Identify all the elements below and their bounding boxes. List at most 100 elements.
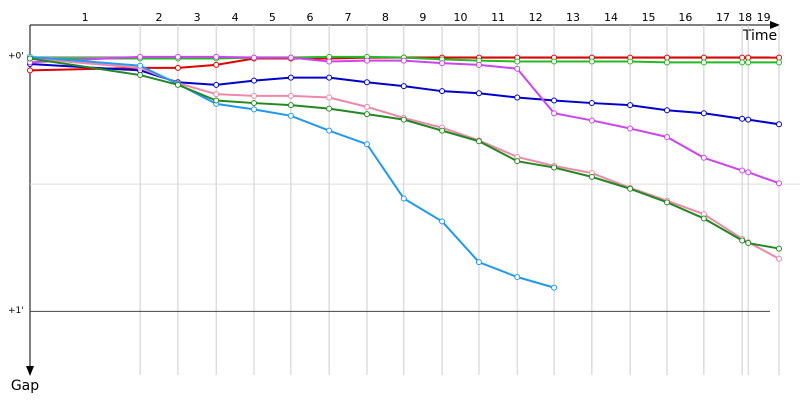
series-line — [29, 57, 780, 250]
lap-label: 19 — [757, 11, 771, 24]
point — [776, 180, 782, 187]
point — [439, 88, 446, 95]
point — [174, 81, 181, 88]
lap-label: 6 — [307, 11, 314, 24]
series-line — [29, 57, 780, 260]
lap-label: 5 — [269, 11, 276, 24]
point — [739, 167, 746, 174]
point — [363, 103, 370, 110]
y-axis-title: Gap — [11, 378, 39, 394]
point — [213, 91, 220, 98]
lap-label: 2 — [156, 11, 163, 24]
point — [400, 195, 407, 202]
point — [739, 237, 746, 244]
point — [326, 105, 333, 112]
lap-label: 10 — [454, 11, 468, 24]
lap-label: 3 — [194, 11, 201, 24]
lap-label: 4 — [232, 11, 239, 24]
point — [514, 94, 521, 101]
point — [776, 121, 782, 128]
point — [363, 141, 370, 148]
point — [174, 64, 181, 71]
point — [514, 274, 521, 280]
point — [213, 61, 220, 68]
point — [700, 110, 707, 117]
lap-label: 9 — [419, 11, 426, 24]
point — [287, 54, 294, 61]
point — [739, 115, 746, 122]
point — [251, 54, 257, 61]
point — [514, 58, 521, 65]
point — [27, 55, 33, 62]
point — [439, 60, 446, 67]
series-line — [29, 63, 780, 126]
point — [287, 74, 294, 81]
point — [664, 134, 670, 140]
point — [776, 255, 782, 262]
point — [213, 53, 220, 60]
point — [776, 245, 782, 252]
point — [287, 102, 294, 109]
point — [551, 110, 558, 117]
point — [514, 158, 521, 165]
lap-label: 8 — [382, 11, 389, 24]
point — [475, 259, 482, 266]
point — [700, 215, 707, 222]
y-tick-label: +0' — [8, 51, 24, 61]
point — [326, 58, 333, 65]
point — [700, 59, 707, 66]
point — [627, 185, 634, 192]
point — [664, 199, 670, 206]
lap-label: 18 — [738, 11, 752, 24]
point — [326, 74, 333, 81]
point — [588, 100, 595, 107]
point — [137, 62, 144, 69]
point — [588, 117, 595, 124]
point — [739, 59, 746, 66]
point — [588, 58, 595, 65]
point — [627, 102, 634, 109]
y-axis-arrow — [26, 366, 34, 376]
lap-label: 1 — [82, 11, 89, 24]
point — [627, 58, 634, 65]
point — [700, 154, 707, 161]
point — [400, 116, 407, 123]
point — [664, 107, 670, 114]
lap-label: 14 — [604, 11, 618, 24]
point — [664, 59, 670, 66]
point — [251, 106, 257, 113]
point — [588, 173, 595, 180]
point — [745, 240, 752, 247]
point — [475, 138, 482, 145]
point — [551, 97, 558, 104]
point — [514, 65, 521, 72]
point — [551, 58, 558, 65]
point — [251, 100, 257, 107]
x-axis-arrow — [770, 21, 780, 29]
series-line — [29, 55, 780, 185]
point — [400, 57, 407, 64]
point — [776, 59, 782, 66]
point — [745, 169, 752, 176]
lap-label: 11 — [491, 11, 505, 24]
point — [551, 164, 558, 171]
series-line — [29, 56, 779, 72]
point — [251, 77, 257, 84]
point — [287, 92, 294, 99]
point — [174, 53, 181, 60]
point — [439, 218, 446, 225]
point — [400, 83, 407, 90]
point — [326, 94, 333, 101]
lap-label: 7 — [345, 11, 352, 24]
lap-label: 15 — [642, 11, 656, 24]
point — [551, 284, 558, 291]
point — [287, 112, 294, 119]
point — [745, 59, 752, 66]
point — [363, 111, 370, 118]
series-line — [29, 55, 555, 289]
point — [137, 72, 144, 79]
series-line — [30, 55, 779, 64]
x-axis-title: Time — [742, 28, 777, 44]
point — [213, 81, 220, 88]
